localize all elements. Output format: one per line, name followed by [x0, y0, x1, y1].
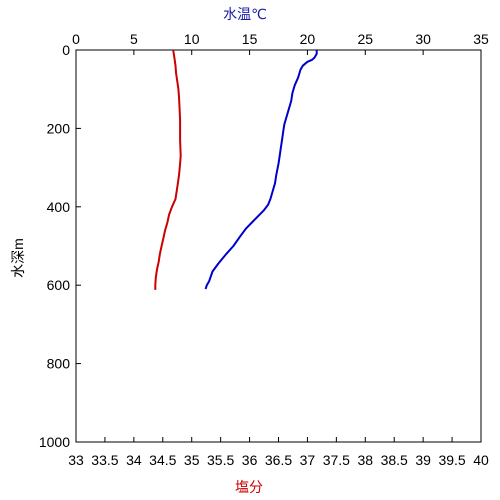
y-axis-title: 水深m — [10, 238, 26, 278]
top-tick-label: 0 — [72, 31, 80, 47]
bottom-tick-label: 33 — [68, 452, 84, 468]
series-layer — [154, 49, 318, 290]
bottom-tick-label: 39 — [415, 452, 431, 468]
bottom-axis-ticks: 33 33.5 34 34.5 35 35.5 36 36.5 37 37.5 38 38.5 39 39… — [68, 437, 489, 468]
y-tick-label: 400 — [47, 199, 71, 215]
y-tick-label: 800 — [47, 356, 71, 372]
top-axis-title: 水温℃ — [223, 6, 267, 22]
y-tick-label: 1000 — [39, 434, 70, 450]
top-tick-label: 25 — [357, 31, 373, 47]
y-axis-ticks: 0 200 400 600 800 1000 — [39, 42, 81, 450]
bottom-tick-label: 40 — [473, 452, 489, 468]
bottom-tick-label: 39.5 — [438, 452, 465, 468]
top-tick-label: 20 — [300, 31, 316, 47]
top-tick-label: 10 — [184, 31, 200, 47]
bottom-tick-label: 34.5 — [149, 452, 176, 468]
bottom-tick-label: 37 — [300, 452, 316, 468]
bottom-tick-label: 34 — [126, 452, 142, 468]
top-axis-ticks: 0 5 10 15 20 25 30 35 — [72, 31, 489, 55]
bottom-tick-label: 35.5 — [207, 452, 234, 468]
y-tick-label: 600 — [47, 277, 71, 293]
top-tick-label: 30 — [415, 31, 431, 47]
bottom-axis-title: 塩分 — [235, 479, 263, 495]
bottom-tick-label: 36.5 — [265, 452, 292, 468]
salinity-series-line — [154, 49, 182, 290]
top-tick-label: 35 — [473, 31, 489, 47]
bottom-tick-label: 37.5 — [323, 452, 350, 468]
bottom-tick-label: 38 — [357, 452, 373, 468]
bottom-tick-label: 35 — [184, 452, 200, 468]
y-tick-label: 0 — [62, 42, 70, 58]
plot-area — [75, 49, 482, 443]
bottom-tick-label: 36 — [242, 452, 258, 468]
bottom-tick-label: 38.5 — [381, 452, 408, 468]
y-tick-label: 200 — [47, 120, 71, 136]
bottom-tick-label: 33.5 — [91, 452, 118, 468]
top-tick-label: 15 — [242, 31, 258, 47]
top-tick-label: 5 — [130, 31, 138, 47]
temperature-series-line — [204, 50, 318, 290]
